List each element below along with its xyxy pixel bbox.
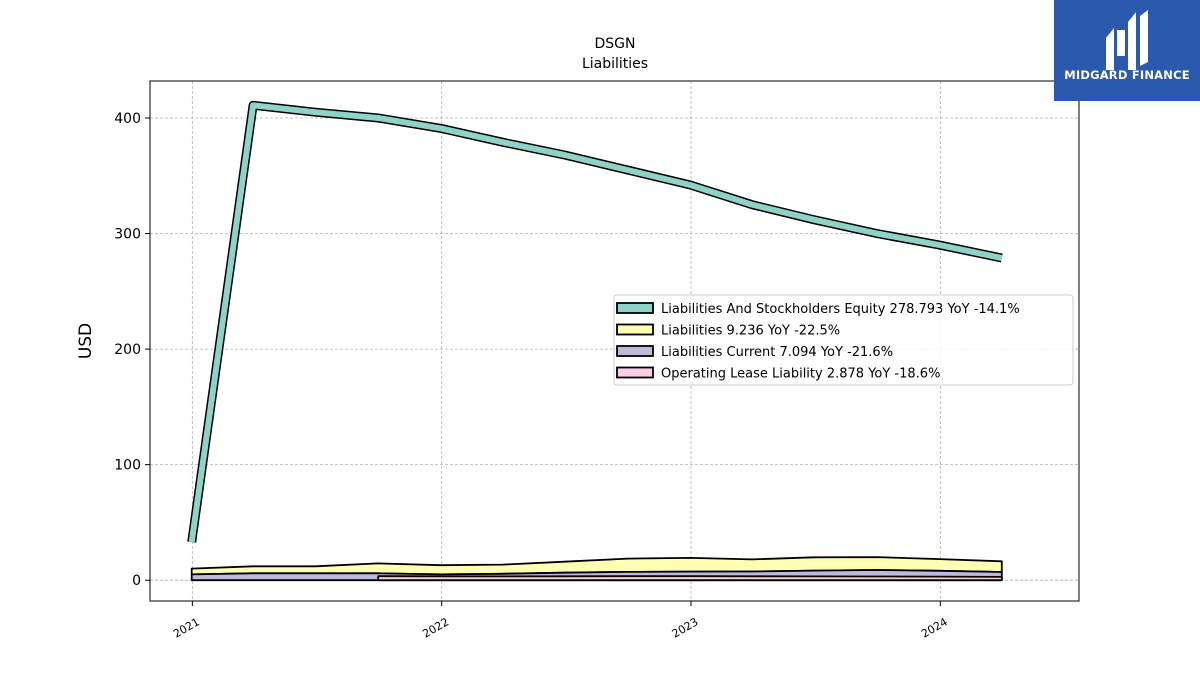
chart-subtitle: Liabilities [582,56,648,72]
midgard-logo-icon [1106,10,1148,70]
legend-entry: Liabilities And Stockholders Equity 278.… [661,302,1020,317]
plot-frame [149,80,1080,602]
x-tick-label: 2023 [670,615,701,640]
legend-swatch [616,366,654,379]
legend-entry: Liabilities Current 7.094 YoY -21.6% [661,345,893,360]
x-tick-label: 2021 [171,615,202,640]
x-tick-label: 2022 [420,615,451,640]
y-tick-label: 400 [114,111,141,127]
y-tick-label: 0 [132,573,141,589]
brand-logo: MIDGARD FINANCE [1054,0,1200,101]
brand-name: MIDGARD FINANCE [1064,68,1190,82]
legend-box [613,294,1074,386]
series-line-liabilities-and-stockholders-equity [188,102,1003,543]
x-tick-label: 2024 [919,615,950,640]
legend-swatch [616,323,654,336]
series-area-operating-lease-liability [377,575,1003,582]
y-tick-label: 100 [114,458,141,474]
legend-entry: Liabilities 9.236 YoY -22.5% [661,324,840,339]
y-tick-label: 300 [114,227,141,243]
legend-entry: Operating Lease Liability 2.878 YoY -18.… [661,367,940,382]
chart-title: DSGN [595,36,636,52]
legend-swatch [616,302,654,314]
legend-swatch [616,345,654,357]
y-tick-label: 200 [114,342,141,358]
y-axis-label: USD [76,323,96,359]
